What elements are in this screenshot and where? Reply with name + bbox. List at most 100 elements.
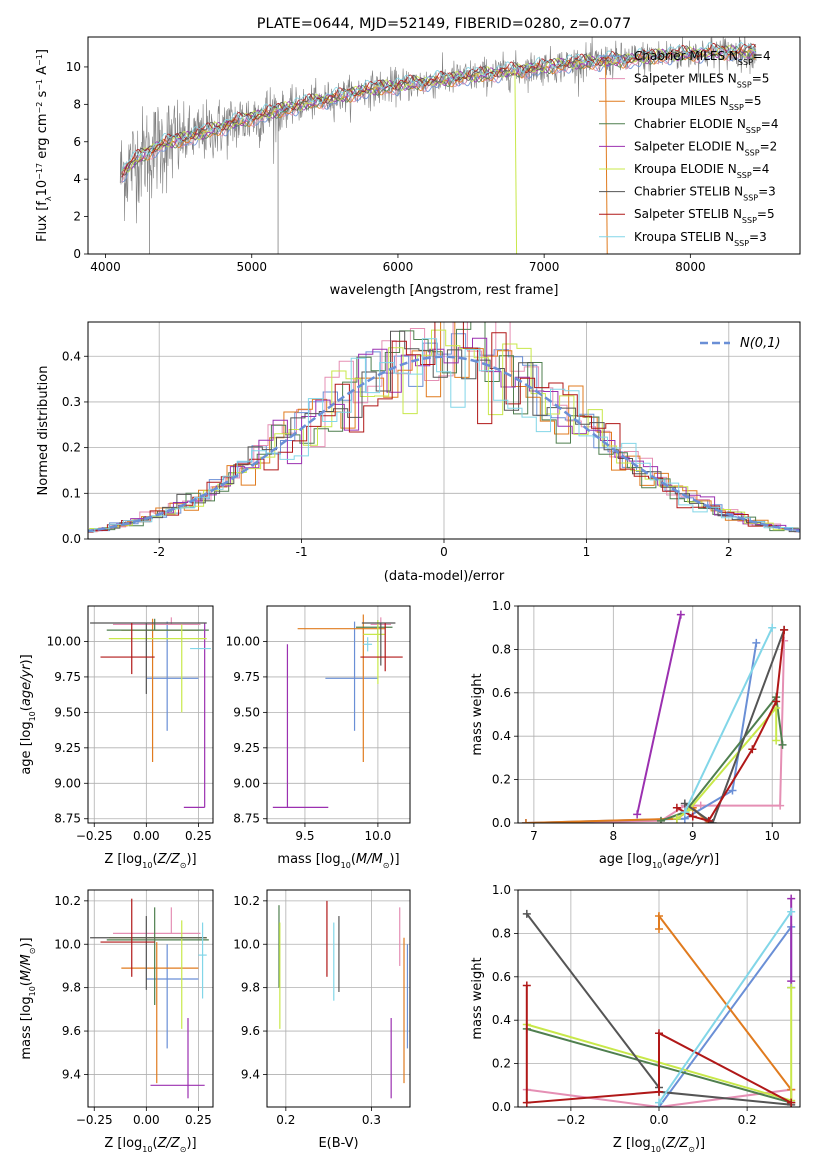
y-tick-label: 0.3 [62,395,81,409]
weight-marker [655,1098,663,1107]
residuals-ylabel: Normed distribution [36,366,51,496]
weight-path [676,705,778,820]
weight-line-salpeter-stelib [522,981,796,1107]
legend-label: Kroupa ELODIE NSSP=4 [634,162,769,180]
axes-frame [87,36,801,255]
residuals-xlabel: (data-model)/error [384,569,505,584]
weight-line-salpeter-stelib [672,625,789,823]
x-tick-label: 7000 [529,260,560,274]
weight-marker [778,740,787,749]
weight-marker [776,801,785,810]
y-tick-label: 10.0 [54,937,81,951]
y-tick-label: 0.4 [62,349,81,363]
weight-marker [787,1098,796,1107]
y-tick-label: 9.50 [54,705,81,719]
weight-marker [655,1029,663,1038]
legend-label: Chabrier MILES NSSP=4 [634,49,771,67]
weight_vs_age-xlabel: age [log10(age/yr)] [599,852,719,870]
x-tick-label: −0.2 [556,1113,585,1127]
legend-label: Salpeter MILES NSSP=5 [634,72,769,90]
y-tick-label: 10 [66,60,81,74]
weight_vs_z-ylabel: mass weight [470,957,485,1039]
weight-line-kroupa-stelib [655,907,796,1107]
errorbar-chabrier-elodie [106,907,209,1006]
legend-label: Kroupa STELIB NSSP=3 [634,230,767,248]
y-tick-label: 6 [73,135,81,149]
errorbar-salpeter-elodie [183,623,206,808]
weight-marker [672,803,681,812]
weight-line-salpeter-elodie [633,610,685,819]
y-tick-label: 9.8 [62,981,81,995]
errorbar-chabrier-elodie [106,618,209,631]
plot-area [90,617,211,808]
y-tick-label: 9.8 [241,981,260,995]
histogram-chabrier-stelib [88,330,800,533]
errorbar-chabrier-stelib [361,622,396,666]
y-tick-label: 9.6 [241,1024,260,1038]
weight-marker [772,736,781,745]
panel-age_vs_mass: 9.5 10.0 8.75 9.00 9.25 9.50 9.75 10.00 [226,605,411,843]
weight-marker [772,697,781,706]
y-tick-label: 0.2 [62,441,81,455]
weight-marker [787,983,796,992]
weight-marker [655,912,663,921]
errorbar-kroupa-stelib [198,922,207,999]
weight-marker [672,814,681,823]
x-tick-label: 0.3 [362,1113,381,1127]
legend-label: Chabrier ELODIE NSSP=4 [634,117,778,135]
y-tick-label: 0.2 [492,1057,511,1071]
spectrum-title: PLATE=0644, MJD=52149, FIBERID=0280, z=0… [257,16,631,32]
y-tick-label: 0.1 [62,486,81,500]
y-tick-label: 1.0 [492,883,511,897]
x-tick-label: 8 [610,829,618,843]
errorbar-chabrier-stelib [90,916,207,990]
x-tick-label: −0.25 [76,829,113,843]
errorbar-kroupa-elodie [108,624,207,713]
errorbar-kroupa-stelib [363,637,373,652]
y-tick-label: 8 [73,97,81,111]
weight-marker [688,812,697,821]
weight-line-chabrier-miles [655,922,796,1107]
panel-age_vs_z: −0.25 0.00 0.25 8.75 9.00 9.25 9.50 9.75 10.00 [47,605,214,843]
y-tick-label: 0.2 [492,773,511,787]
x-tick-label: 10.0 [365,829,392,843]
y-tick-label: 0.0 [62,532,81,546]
errorbar-salpeter-miles [113,907,201,935]
y-tick-label: 10.2 [233,894,260,908]
weight-line-kroupa-stelib [680,623,777,817]
panel-residuals: -2 -1 0 1 2 0.0 0.1 0.2 0.3 0.4 [62,321,801,559]
errorbar-salpeter-stelib [360,623,403,672]
age_vs_z-xlabel: Z [log10(Z/Z⊙)] [104,852,196,870]
spectrum-xlabel: wavelength [Angstrom, rest frame] [330,283,559,298]
weight-marker [522,909,531,918]
panel-mass_vs_z: −0.25 0.00 0.25 9.4 9.6 9.8 10.0 10.2 [54,889,214,1127]
weight-marker [522,981,531,990]
y-tick-label: 9.25 [233,741,260,755]
mass_vs_ebv-xlabel: E(B-V) [318,1136,358,1151]
y-tick-label: 10.00 [47,634,81,648]
model-drop [514,70,518,254]
y-tick-label: 2 [73,210,81,224]
weight-marker [768,623,777,632]
x-tick-label: 0.25 [185,1113,212,1127]
x-tick-label: 0.0 [649,1113,668,1127]
residuals-legend: N(0,1) [700,336,781,351]
age_vs_mass-xlabel: mass [log10(M/M⊙)] [277,852,399,870]
y-tick-label: 10.2 [54,894,81,908]
weight-marker [787,907,796,916]
panel-weight_vs_age: 7 8 9 10 0.0 0.2 0.4 0.6 0.8 1.0 [492,599,801,843]
y-tick-label: 0.4 [492,729,511,743]
y-tick-label: 0.0 [492,1100,511,1114]
plot-area [272,614,403,808]
weight-marker [748,745,757,754]
axes-frame [517,605,801,824]
age_vs_z-ylabel: age [log10(age/yr)] [19,654,37,774]
errorbar-salpeter-stelib [100,898,155,977]
weight_vs_age-ylabel: mass weight [470,673,485,755]
weight-marker [680,799,689,808]
errorbar-salpeter-elodie [150,1018,205,1099]
legend-label: Salpeter ELODIE NSSP=2 [634,139,777,157]
y-tick-label: 9.25 [54,741,81,755]
axes-frame [87,889,214,1108]
